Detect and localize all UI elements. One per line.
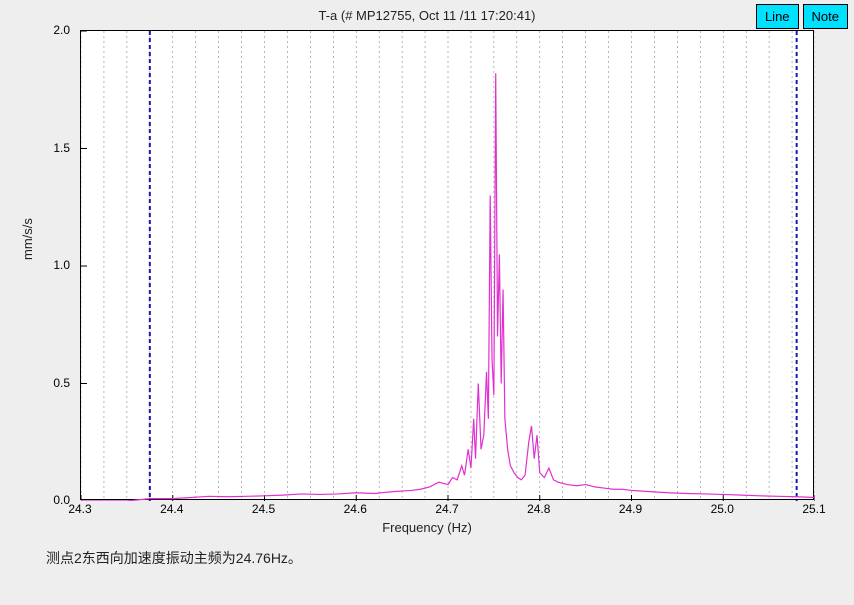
x-tick-label: 24.8 bbox=[527, 502, 550, 516]
top-button-bar: Line Note bbox=[756, 4, 848, 29]
y-tick-label: 1.5 bbox=[0, 141, 70, 155]
line-button[interactable]: Line bbox=[756, 4, 799, 29]
x-tick-label: 24.6 bbox=[344, 502, 367, 516]
y-tick-label: 0.0 bbox=[0, 493, 70, 507]
note-button[interactable]: Note bbox=[803, 4, 848, 29]
plot-area bbox=[80, 30, 814, 500]
chart-title: T-a (# MP12755, Oct 11 /11 17:20:41) bbox=[0, 8, 854, 23]
x-tick-label: 24.5 bbox=[252, 502, 275, 516]
y-tick-label: 1.0 bbox=[0, 258, 70, 272]
app-root: T-a (# MP12755, Oct 11 /11 17:20:41) Lin… bbox=[0, 0, 854, 605]
x-axis-ticks: 24.324.424.524.624.724.824.925.025.1 bbox=[80, 502, 814, 520]
x-tick-label: 24.9 bbox=[619, 502, 642, 516]
y-tick-label: 2.0 bbox=[0, 23, 70, 37]
x-tick-label: 24.7 bbox=[435, 502, 458, 516]
x-tick-label: 24.4 bbox=[160, 502, 183, 516]
y-axis-ticks: 0.00.51.01.52.0 bbox=[0, 30, 76, 500]
caption-text: 测点2东西向加速度振动主频为24.76Hz。 bbox=[46, 548, 302, 568]
x-tick-label: 24.3 bbox=[68, 502, 91, 516]
plot-svg bbox=[81, 31, 815, 501]
x-axis-label: Frequency (Hz) bbox=[0, 520, 854, 535]
y-tick-label: 0.5 bbox=[0, 376, 70, 390]
x-tick-label: 25.1 bbox=[802, 502, 825, 516]
x-tick-label: 25.0 bbox=[711, 502, 734, 516]
